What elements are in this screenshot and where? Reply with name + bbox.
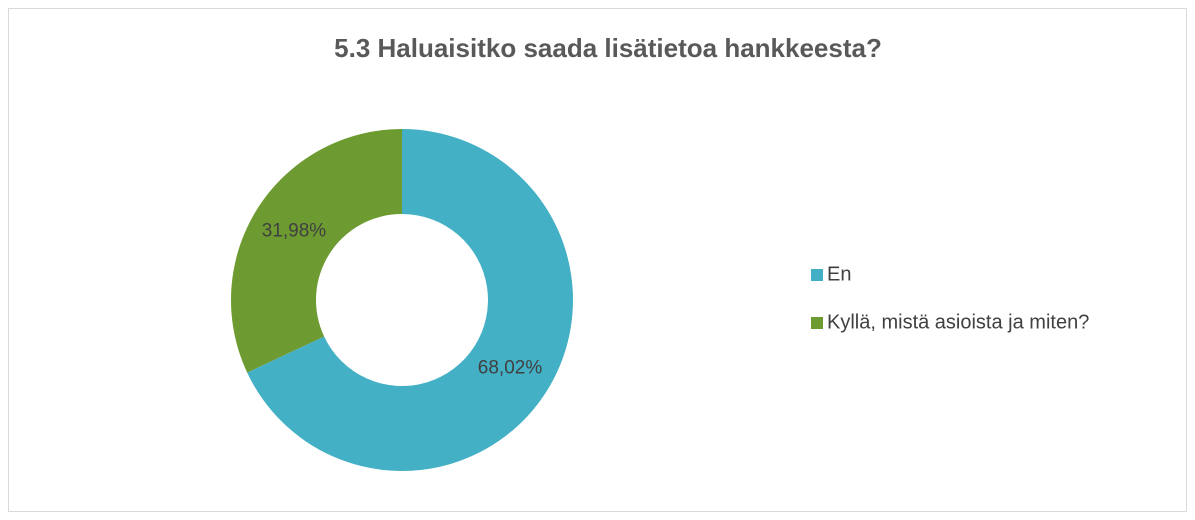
chart-title: 5.3 Haluaisitko saada lisätietoa hankkee… xyxy=(334,33,882,63)
legend-swatch xyxy=(811,269,823,281)
donut-slice xyxy=(230,129,402,373)
data-label: 68,02% xyxy=(478,358,543,379)
legend-label: En xyxy=(827,263,851,285)
donut-slice xyxy=(247,129,573,472)
chart-border xyxy=(8,8,1187,512)
data-label: 31,98% xyxy=(262,220,327,241)
legend-swatch xyxy=(811,317,823,329)
legend-label: Kyllä, mistä asioista ja miten? xyxy=(827,311,1089,333)
